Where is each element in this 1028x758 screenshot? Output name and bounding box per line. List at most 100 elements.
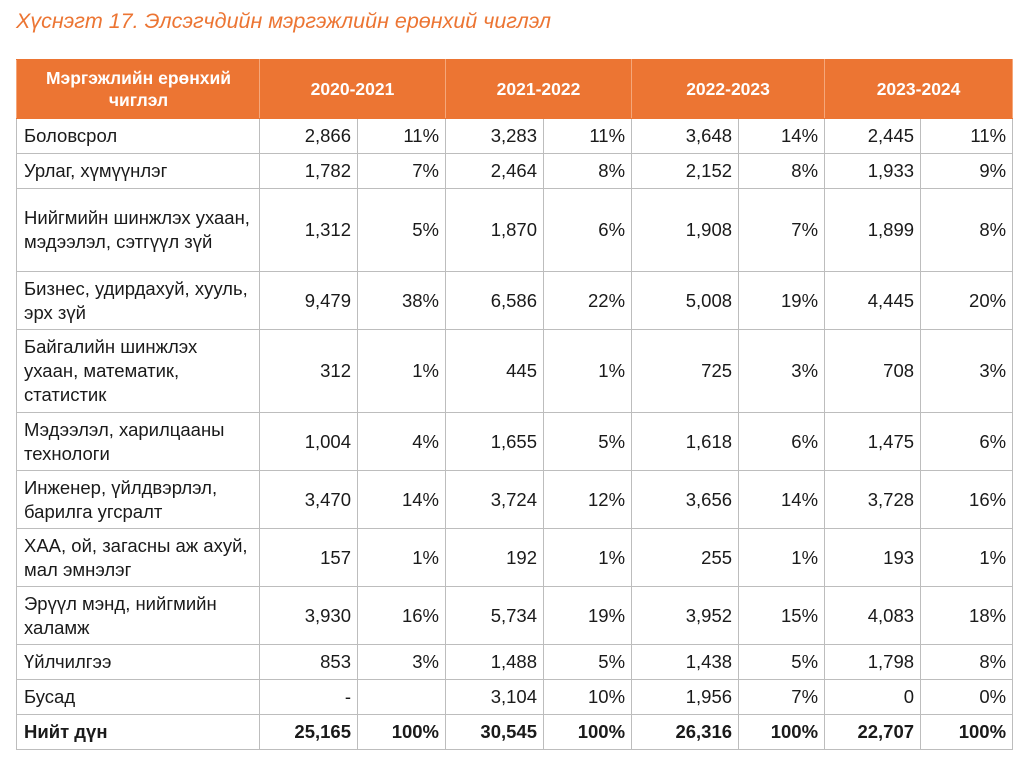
table-caption: Хүснэгт 17. Элсэгчдийн мэргэжлийн ерөнхи… xyxy=(16,9,552,33)
count-cell: 193 xyxy=(824,528,922,587)
percent-cell: 18% xyxy=(920,586,1014,645)
count-cell: 1,782 xyxy=(259,153,358,189)
row-label: Урлаг, хүмүүнлэг xyxy=(16,153,260,189)
percent-cell: 7% xyxy=(738,679,826,715)
count-cell: 3,656 xyxy=(631,470,740,529)
percent-cell: 1% xyxy=(356,528,447,587)
count-cell: 1,899 xyxy=(824,188,922,272)
count-cell: 1,933 xyxy=(824,153,922,189)
percent-cell: 22% xyxy=(543,271,633,330)
count-cell: 1,956 xyxy=(631,679,740,715)
count-cell: 3,952 xyxy=(631,586,740,645)
table-row: Урлаг, хүмүүнлэг 1,782 7% 2,464 8% 2,152 8% 1,9… xyxy=(16,153,1014,189)
row-label: Боловсрол xyxy=(16,118,260,154)
count-cell: 312 xyxy=(259,329,358,413)
header-field: Мэргэжлийн ерөнхий чиглэл xyxy=(16,59,260,119)
percent-cell: 4% xyxy=(356,412,447,471)
table-row: Байгалийн шинжлэх ухаан, математик, стат… xyxy=(16,329,1014,413)
count-cell: 9,479 xyxy=(259,271,358,330)
percent-cell: 1% xyxy=(356,329,447,413)
total-label: Нийт дүн xyxy=(16,714,260,750)
enrollment-table: Мэргэжлийн ерөнхий чиглэл 2020-2021 2021… xyxy=(16,59,1014,750)
count-cell: 2,464 xyxy=(445,153,545,189)
count-cell: 445 xyxy=(445,329,545,413)
percent-cell: 9% xyxy=(920,153,1014,189)
percent-cell: 3% xyxy=(920,329,1014,413)
percent-cell: 14% xyxy=(738,118,826,154)
percent-cell: 100% xyxy=(356,714,447,750)
count-cell: 5,008 xyxy=(631,271,740,330)
percent-cell: 1% xyxy=(543,329,633,413)
count-cell: 1,475 xyxy=(824,412,922,471)
percent-cell: 12% xyxy=(543,470,633,529)
table-row: Эрүүл мэнд, нийгмийн халамж 3,930 16% 5,734… xyxy=(16,586,1014,645)
percent-cell: 16% xyxy=(920,470,1014,529)
percent-cell: 7% xyxy=(738,188,826,272)
header-year: 2021-2022 xyxy=(445,59,633,119)
count-cell: 26,316 xyxy=(631,714,740,750)
percent-cell: 11% xyxy=(356,118,447,154)
count-cell: 4,445 xyxy=(824,271,922,330)
table-total-row: Нийт дүн 25,165 100% 30,545 100% 26,316 100% 22… xyxy=(16,714,1014,750)
count-cell: 708 xyxy=(824,329,922,413)
count-cell: 3,648 xyxy=(631,118,740,154)
row-label: ХАА, ой, загасны аж ахуй, мал эмнэлэг xyxy=(16,528,260,587)
percent-cell xyxy=(356,679,447,715)
percent-cell: 8% xyxy=(543,153,633,189)
percent-cell: 19% xyxy=(738,271,826,330)
table-header-row: Мэргэжлийн ерөнхий чиглэл 2020-2021 2021… xyxy=(16,59,1014,119)
row-label: Инженер, үйлдвэрлэл, барилга угсралт xyxy=(16,470,260,529)
count-cell: 2,445 xyxy=(824,118,922,154)
count-cell: 1,618 xyxy=(631,412,740,471)
count-cell: 1,908 xyxy=(631,188,740,272)
percent-cell: 11% xyxy=(920,118,1014,154)
count-cell: 3,930 xyxy=(259,586,358,645)
table-row: ХАА, ой, загасны аж ахуй, мал эмнэлэг 157… xyxy=(16,528,1014,587)
count-cell: 1,798 xyxy=(824,644,922,680)
count-cell: 0 xyxy=(824,679,922,715)
row-label: Бусад xyxy=(16,679,260,715)
row-label: Мэдээлэл, харилцааны технологи xyxy=(16,412,260,471)
header-year: 2022-2023 xyxy=(631,59,826,119)
percent-cell: 100% xyxy=(738,714,826,750)
count-cell: 1,870 xyxy=(445,188,545,272)
count-cell: 1,312 xyxy=(259,188,358,272)
percent-cell: 6% xyxy=(738,412,826,471)
count-cell: 25,165 xyxy=(259,714,358,750)
count-cell: 192 xyxy=(445,528,545,587)
table-row: Бизнес, удирдахуй, хууль, эрх зүй 9,479 38… xyxy=(16,271,1014,330)
percent-cell: 6% xyxy=(543,188,633,272)
count-cell: 5,734 xyxy=(445,586,545,645)
row-label: Нийгмийн шинжлэх ухаан, мэдээлэл, сэтгүү… xyxy=(16,188,260,272)
percent-cell: 16% xyxy=(356,586,447,645)
percent-cell: 6% xyxy=(920,412,1014,471)
percent-cell: 10% xyxy=(543,679,633,715)
header-year: 2020-2021 xyxy=(258,59,447,119)
percent-cell: 5% xyxy=(543,644,633,680)
count-cell: 2,866 xyxy=(259,118,358,154)
count-cell: 1,488 xyxy=(445,644,545,680)
row-label: Эрүүл мэнд, нийгмийн халамж xyxy=(16,586,260,645)
percent-cell: 8% xyxy=(920,644,1014,680)
count-cell: 3,724 xyxy=(445,470,545,529)
count-cell: 6,586 xyxy=(445,271,545,330)
count-cell: 3,104 xyxy=(445,679,545,715)
percent-cell: 5% xyxy=(356,188,447,272)
percent-cell: 8% xyxy=(920,188,1014,272)
percent-cell: 1% xyxy=(920,528,1014,587)
percent-cell: 3% xyxy=(738,329,826,413)
percent-cell: 5% xyxy=(543,412,633,471)
count-cell: 1,655 xyxy=(445,412,545,471)
percent-cell: 7% xyxy=(356,153,447,189)
table-row: Нийгмийн шинжлэх ухаан, мэдээлэл, сэтгүү… xyxy=(16,188,1014,272)
count-cell: 3,283 xyxy=(445,118,545,154)
percent-cell: 1% xyxy=(543,528,633,587)
count-cell: 853 xyxy=(259,644,358,680)
row-label: Бизнес, удирдахуй, хууль, эрх зүй xyxy=(16,271,260,330)
count-cell: 22,707 xyxy=(824,714,922,750)
percent-cell: 15% xyxy=(738,586,826,645)
count-cell: 30,545 xyxy=(445,714,545,750)
percent-cell: 0% xyxy=(920,679,1014,715)
count-cell: 4,083 xyxy=(824,586,922,645)
count-cell: 157 xyxy=(259,528,358,587)
